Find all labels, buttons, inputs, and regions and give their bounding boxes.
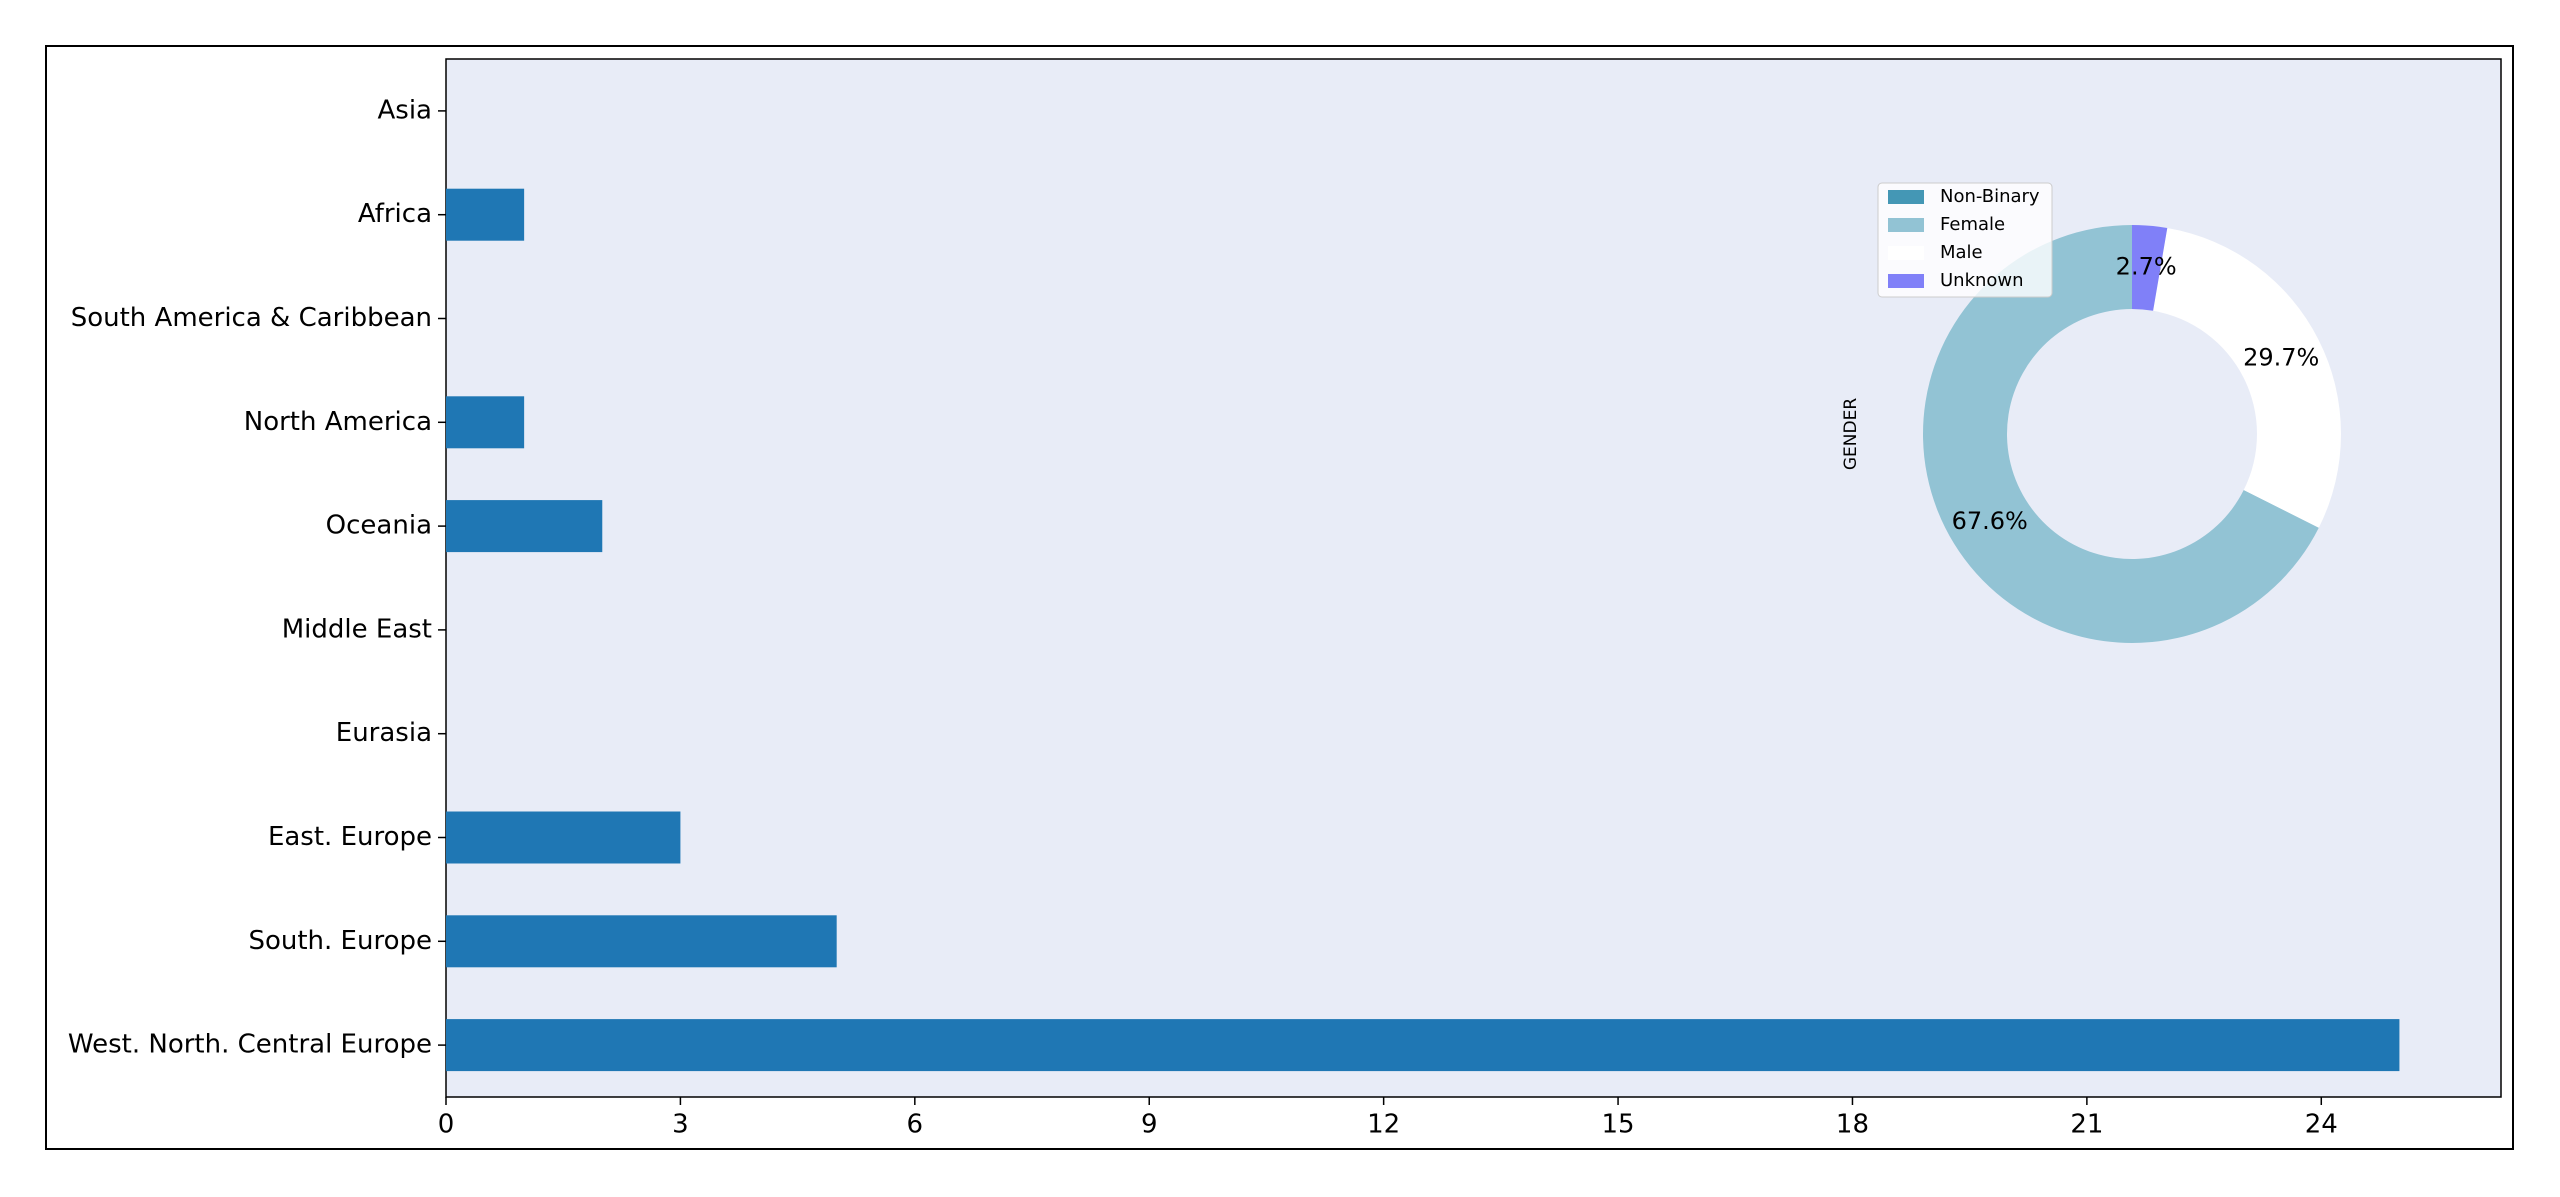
bar	[446, 915, 837, 968]
x-tick-label: 3	[672, 1110, 689, 1140]
legend-swatch	[1888, 218, 1924, 232]
pie-value-label: 2.7%	[2116, 252, 2177, 280]
pie-value-label: 29.7%	[2243, 344, 2319, 372]
bar	[446, 811, 681, 864]
y-tick-label: Middle East	[282, 614, 432, 644]
y-tick-label: Oceania	[326, 511, 432, 541]
bar	[446, 1019, 2400, 1072]
legend-swatch	[1888, 190, 1924, 204]
x-tick-label: 9	[1141, 1110, 1158, 1140]
x-tick-label: 0	[438, 1110, 455, 1140]
legend-label: Non-Binary	[1940, 186, 2040, 207]
pie-wedge	[2153, 228, 2341, 528]
x-tick-label: 15	[1602, 1110, 1635, 1140]
pie-wedge	[2132, 225, 2168, 311]
y-tick-label: Asia	[378, 95, 433, 125]
bar	[446, 500, 603, 553]
legend-swatch	[1888, 274, 1924, 288]
y-tick-label: Africa	[358, 199, 432, 229]
x-tick-label: 24	[2305, 1110, 2338, 1140]
legend-swatch	[1888, 246, 1924, 260]
y-tick-label: Eurasia	[336, 718, 432, 748]
x-tick-label: 12	[1367, 1110, 1400, 1140]
pie-wedge	[1922, 224, 2319, 643]
x-tick-label: 18	[1836, 1110, 1869, 1140]
legend-label: Female	[1940, 214, 2005, 235]
y-tick-label: North America	[244, 407, 432, 437]
legend: Non-Binary Female Male Unknown	[1877, 182, 2053, 298]
y-tick-label: South America & Caribbean	[71, 303, 432, 333]
x-tick-label: 6	[907, 1110, 924, 1140]
legend-label: Unknown	[1940, 270, 2024, 291]
bar	[446, 188, 525, 241]
y-tick-label: East. Europe	[268, 822, 432, 852]
y-tick-label: West. North. Central Europe	[68, 1030, 432, 1060]
pie-axis-label: GENDER	[1841, 398, 1861, 470]
y-tick-label: South. Europe	[248, 926, 432, 956]
x-tick-label: 21	[2070, 1110, 2103, 1140]
legend-frame	[1877, 182, 2053, 298]
legend-label: Male	[1940, 242, 1983, 263]
bar	[446, 396, 525, 449]
figure-frame	[45, 45, 2514, 1150]
pie-value-label: 67.6%	[1952, 507, 2028, 535]
